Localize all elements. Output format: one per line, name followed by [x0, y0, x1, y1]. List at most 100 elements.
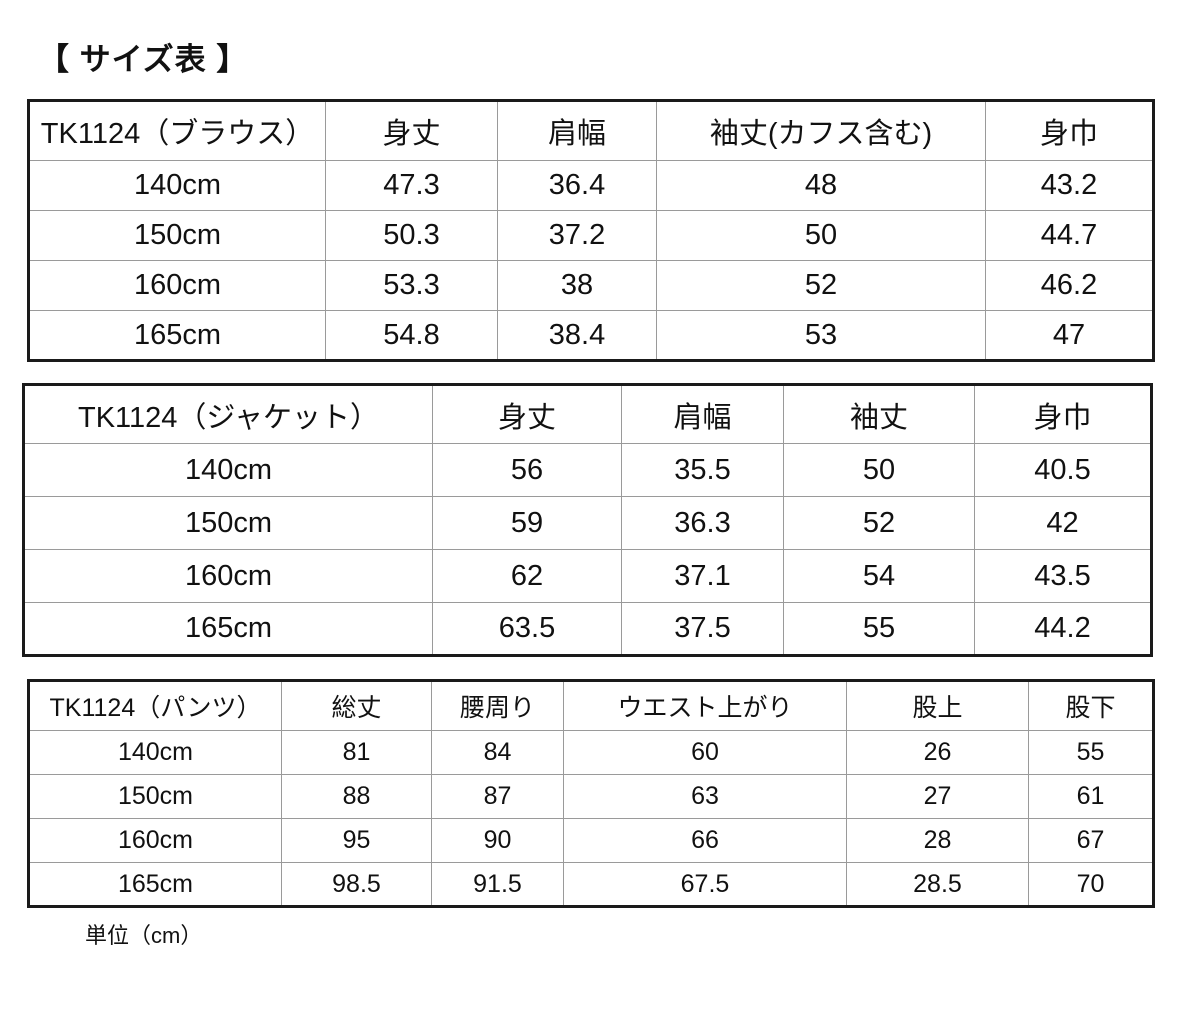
- value-cell: 37.2: [497, 210, 657, 261]
- column-header: 股上: [846, 680, 1029, 731]
- column-header: 肩幅: [621, 384, 784, 444]
- value-cell: 43.2: [985, 160, 1154, 211]
- table-header-row: TK1124（パンツ） 総丈 腰周り ウエスト上がり 股上 股下: [28, 680, 1154, 731]
- value-cell: 28.5: [846, 862, 1029, 907]
- value-cell: 90: [431, 818, 564, 863]
- jacket-size-table: TK1124（ジャケット） 身丈 肩幅 袖丈 身巾 140cm 56 35.5 …: [22, 383, 1153, 657]
- value-cell: 62: [432, 549, 622, 603]
- table-row: 165cm 63.5 37.5 55 44.2: [23, 602, 1152, 656]
- blouse-size-table: TK1124（ブラウス） 身丈 肩幅 袖丈(カフス含む) 身巾 140cm 47…: [27, 99, 1155, 362]
- value-cell: 66: [563, 818, 847, 863]
- value-cell: 28: [846, 818, 1029, 863]
- column-header: 身丈: [325, 100, 498, 161]
- value-cell: 95: [281, 818, 432, 863]
- table-row: 150cm 59 36.3 52 42: [23, 496, 1152, 550]
- table-row: 150cm 50.3 37.2 50 44.7: [28, 210, 1154, 261]
- value-cell: 61: [1028, 774, 1154, 819]
- column-header: 総丈: [281, 680, 432, 731]
- value-cell: 70: [1028, 862, 1154, 907]
- table-row: 160cm 62 37.1 54 43.5: [23, 549, 1152, 603]
- size-cell: 150cm: [28, 774, 282, 819]
- value-cell: 55: [783, 602, 975, 656]
- value-cell: 35.5: [621, 443, 784, 497]
- value-cell: 27: [846, 774, 1029, 819]
- size-cell: 165cm: [28, 862, 282, 907]
- value-cell: 56: [432, 443, 622, 497]
- column-header: 肩幅: [497, 100, 657, 161]
- unit-note: 単位（cm）: [85, 923, 203, 948]
- column-header: 腰周り: [431, 680, 564, 731]
- value-cell: 26: [846, 730, 1029, 775]
- column-header: 袖丈(カフス含む): [656, 100, 986, 161]
- value-cell: 42: [974, 496, 1152, 550]
- value-cell: 40.5: [974, 443, 1152, 497]
- size-cell: 140cm: [23, 443, 433, 497]
- value-cell: 63.5: [432, 602, 622, 656]
- column-header: 袖丈: [783, 384, 975, 444]
- table-header-row: TK1124（ジャケット） 身丈 肩幅 袖丈 身巾: [23, 384, 1152, 444]
- table-row: 150cm 88 87 63 27 61: [28, 774, 1154, 819]
- size-cell: 140cm: [28, 730, 282, 775]
- value-cell: 60: [563, 730, 847, 775]
- size-cell: 140cm: [28, 160, 326, 211]
- value-cell: 63: [563, 774, 847, 819]
- value-cell: 50: [783, 443, 975, 497]
- table-row: 165cm 98.5 91.5 67.5 28.5 70: [28, 862, 1154, 907]
- value-cell: 36.4: [497, 160, 657, 211]
- value-cell: 84: [431, 730, 564, 775]
- column-header: ウエスト上がり: [563, 680, 847, 731]
- product-cell: TK1124（ブラウス）: [28, 100, 326, 161]
- value-cell: 54: [783, 549, 975, 603]
- table-row: 160cm 95 90 66 28 67: [28, 818, 1154, 863]
- size-cell: 150cm: [23, 496, 433, 550]
- column-header: 身巾: [974, 384, 1152, 444]
- value-cell: 44.2: [974, 602, 1152, 656]
- table-row: 140cm 56 35.5 50 40.5: [23, 443, 1152, 497]
- value-cell: 52: [783, 496, 975, 550]
- table-row: 160cm 53.3 38 52 46.2: [28, 260, 1154, 311]
- value-cell: 67: [1028, 818, 1154, 863]
- value-cell: 38: [497, 260, 657, 311]
- value-cell: 53: [656, 310, 986, 361]
- value-cell: 46.2: [985, 260, 1154, 311]
- value-cell: 50: [656, 210, 986, 261]
- size-cell: 160cm: [23, 549, 433, 603]
- value-cell: 81: [281, 730, 432, 775]
- table-row: 140cm 47.3 36.4 48 43.2: [28, 160, 1154, 211]
- product-cell: TK1124（パンツ）: [28, 680, 282, 731]
- value-cell: 50.3: [325, 210, 498, 261]
- table-header-row: TK1124（ブラウス） 身丈 肩幅 袖丈(カフス含む) 身巾: [28, 100, 1154, 161]
- value-cell: 53.3: [325, 260, 498, 311]
- product-cell: TK1124（ジャケット）: [23, 384, 433, 444]
- value-cell: 54.8: [325, 310, 498, 361]
- value-cell: 38.4: [497, 310, 657, 361]
- column-header: 身巾: [985, 100, 1154, 161]
- value-cell: 67.5: [563, 862, 847, 907]
- size-cell: 165cm: [28, 310, 326, 361]
- value-cell: 59: [432, 496, 622, 550]
- table-row: 165cm 54.8 38.4 53 47: [28, 310, 1154, 361]
- column-header: 股下: [1028, 680, 1154, 731]
- table-row: 140cm 81 84 60 26 55: [28, 730, 1154, 775]
- value-cell: 47.3: [325, 160, 498, 211]
- value-cell: 47: [985, 310, 1154, 361]
- value-cell: 37.5: [621, 602, 784, 656]
- value-cell: 88: [281, 774, 432, 819]
- value-cell: 52: [656, 260, 986, 311]
- size-cell: 160cm: [28, 818, 282, 863]
- value-cell: 87: [431, 774, 564, 819]
- size-cell: 165cm: [23, 602, 433, 656]
- value-cell: 44.7: [985, 210, 1154, 261]
- value-cell: 48: [656, 160, 986, 211]
- page-title: 【 サイズ表 】: [38, 42, 249, 77]
- value-cell: 36.3: [621, 496, 784, 550]
- value-cell: 98.5: [281, 862, 432, 907]
- size-cell: 160cm: [28, 260, 326, 311]
- value-cell: 43.5: [974, 549, 1152, 603]
- value-cell: 91.5: [431, 862, 564, 907]
- value-cell: 55: [1028, 730, 1154, 775]
- value-cell: 37.1: [621, 549, 784, 603]
- column-header: 身丈: [432, 384, 622, 444]
- pants-size-table: TK1124（パンツ） 総丈 腰周り ウエスト上がり 股上 股下 140cm 8…: [27, 679, 1155, 908]
- size-cell: 150cm: [28, 210, 326, 261]
